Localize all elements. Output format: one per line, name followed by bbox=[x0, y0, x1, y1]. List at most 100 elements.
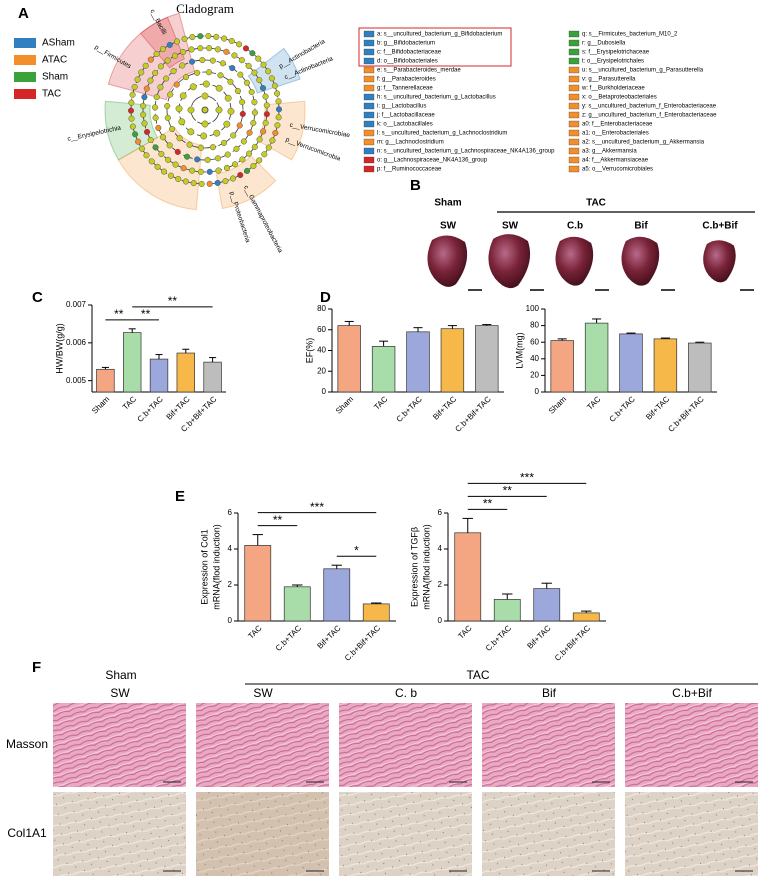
cladogram-node bbox=[240, 138, 247, 145]
legend-label: ATAC bbox=[42, 55, 67, 66]
y-tick-label: 20 bbox=[317, 366, 326, 375]
cladogram-node bbox=[262, 93, 269, 100]
taxon-swatch bbox=[363, 156, 375, 164]
y-tick-label: 6 bbox=[228, 508, 233, 517]
y-axis-label: mRNA(flod induction) bbox=[211, 524, 221, 610]
y-tick-label: 0 bbox=[228, 616, 233, 625]
bar bbox=[96, 368, 115, 393]
y-tick-label: 0.007 bbox=[66, 300, 87, 309]
bar bbox=[323, 568, 351, 622]
panel-letter: D bbox=[320, 289, 331, 306]
cladogram-node bbox=[260, 128, 267, 135]
bar bbox=[475, 325, 499, 393]
taxon-swatch bbox=[568, 129, 580, 137]
cladogram-node bbox=[263, 102, 270, 109]
taxon-label: a3: g__Akkermansia bbox=[582, 149, 637, 155]
cladogram-node bbox=[152, 114, 159, 121]
cladogram-node bbox=[223, 120, 231, 128]
heart-image bbox=[427, 235, 468, 287]
significance-label: ** bbox=[503, 484, 513, 498]
bar bbox=[572, 612, 600, 622]
legend-swatch bbox=[14, 89, 36, 99]
cladogram-node bbox=[227, 107, 235, 115]
cladogram-node bbox=[206, 45, 213, 52]
taxon-swatch bbox=[568, 165, 580, 173]
taxon-swatch bbox=[363, 84, 375, 92]
column-label: SW bbox=[110, 686, 130, 700]
cladogram-node bbox=[140, 102, 147, 109]
cladogram-node bbox=[209, 57, 216, 64]
bar bbox=[688, 342, 712, 393]
cladogram-node bbox=[236, 122, 243, 129]
cladogram-node bbox=[159, 46, 166, 53]
taxon-swatch bbox=[363, 57, 375, 65]
cladogram-node bbox=[215, 167, 222, 174]
cladogram-node bbox=[206, 168, 213, 175]
taxon-swatch bbox=[363, 102, 375, 110]
cladogram-node bbox=[154, 163, 161, 170]
cladogram-node bbox=[173, 81, 180, 88]
taxon-label: d: o__Bifidobacteriales bbox=[377, 59, 438, 65]
cladogram-node bbox=[148, 158, 155, 165]
cladogram-node bbox=[131, 83, 138, 91]
cladogram-node bbox=[127, 107, 135, 114]
cladogram-node bbox=[166, 142, 173, 149]
cladogram-node bbox=[275, 114, 282, 121]
cladogram-node bbox=[214, 46, 221, 53]
cladogram-node bbox=[169, 125, 176, 133]
column-label: C.b+Bif bbox=[672, 686, 712, 700]
bar bbox=[203, 361, 222, 393]
heart-image bbox=[488, 234, 531, 289]
cladogram-node bbox=[164, 102, 171, 110]
cladogram-node bbox=[189, 83, 197, 91]
cladogram-node bbox=[180, 48, 187, 56]
column-label: SW bbox=[502, 221, 519, 232]
cladogram-node bbox=[249, 50, 256, 57]
cladogram-node bbox=[152, 104, 159, 111]
heart-image bbox=[703, 240, 736, 283]
taxon-label: a0: f__Enterobacteriaceae bbox=[582, 122, 653, 128]
cladogram-node bbox=[141, 120, 148, 127]
taxon-swatch bbox=[363, 48, 375, 56]
cladogram-node bbox=[157, 63, 165, 70]
histology-image bbox=[625, 792, 758, 876]
y-axis-label: EF(%) bbox=[304, 338, 314, 364]
cladogram-node bbox=[275, 98, 282, 105]
cladogram-node bbox=[175, 175, 182, 183]
cladogram-node bbox=[251, 99, 258, 106]
taxon-label: b: g__Bifidobacterium bbox=[377, 41, 435, 47]
cladogram-node bbox=[173, 38, 181, 45]
cladogram-node bbox=[147, 56, 154, 63]
cladogram-node bbox=[256, 136, 263, 143]
bar bbox=[406, 331, 430, 393]
taxon-swatch bbox=[363, 93, 375, 101]
cladogram-node bbox=[274, 90, 281, 97]
cladogram-node bbox=[128, 99, 135, 106]
cladogram-node bbox=[164, 57, 171, 64]
group-label: TAC bbox=[586, 198, 606, 209]
cladogram-node bbox=[197, 45, 204, 52]
cladogram-node bbox=[160, 134, 167, 141]
y-axis-label: LVM(mg) bbox=[514, 332, 524, 368]
taxon-swatch bbox=[568, 120, 580, 128]
taxon-label: e: s__Parabacteroides_merdae bbox=[377, 68, 461, 74]
taxon-label: z: g__uncultured_bacterium_f_Enterobacte… bbox=[582, 113, 717, 119]
histology-image bbox=[339, 792, 472, 876]
cladogram-node bbox=[217, 72, 224, 79]
cladogram-node bbox=[265, 144, 272, 151]
taxon-label: a1: o__Enterobacteriales bbox=[582, 131, 649, 137]
taxon-label: q: s__Firmicutes_bacterium_M10_2 bbox=[582, 32, 678, 38]
bar bbox=[176, 352, 195, 393]
significance-label: ** bbox=[141, 307, 151, 321]
cladogram-node bbox=[238, 57, 245, 64]
taxon-label: a: s__uncultured_bacterium_g_Bifidobacte… bbox=[377, 32, 502, 38]
taxon-swatch bbox=[568, 75, 580, 83]
bar bbox=[337, 325, 361, 393]
cladogram-node bbox=[205, 33, 212, 40]
cladogram-node bbox=[186, 141, 193, 148]
histology-image bbox=[196, 792, 329, 876]
cladogram-node bbox=[167, 172, 174, 179]
significance-label: ** bbox=[114, 307, 124, 321]
column-label: C. b bbox=[395, 686, 417, 700]
histology-image bbox=[339, 703, 472, 787]
